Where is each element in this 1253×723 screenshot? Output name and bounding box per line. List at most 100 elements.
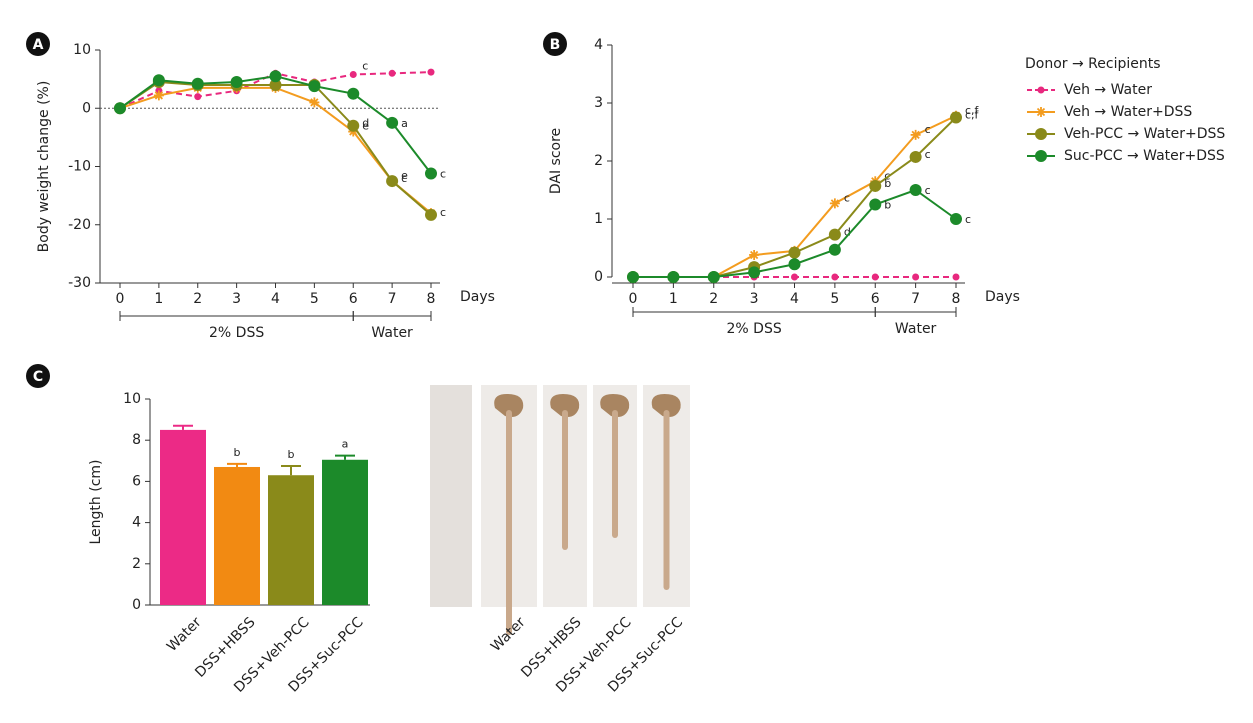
panel-label: C xyxy=(33,369,43,385)
sig-label: c xyxy=(844,191,850,204)
y-tick-label: 0 xyxy=(82,100,91,116)
marker xyxy=(627,271,639,283)
y-tick-label: 4 xyxy=(132,515,141,531)
panel-badge xyxy=(543,32,567,56)
bar xyxy=(214,466,260,605)
y-tick-label: 2 xyxy=(132,556,141,572)
sig-label: c xyxy=(925,123,931,136)
bar xyxy=(322,459,368,605)
marker xyxy=(194,93,202,101)
panel-label: A xyxy=(33,37,44,53)
sig-label: c,f xyxy=(965,104,980,117)
legend-marker xyxy=(1035,128,1047,140)
sig-label: a xyxy=(401,117,408,130)
y-axis-label: Body weight change (%) xyxy=(36,81,52,253)
marker xyxy=(829,198,840,209)
sig-label: c,f xyxy=(965,109,980,122)
marker xyxy=(871,273,879,281)
marker xyxy=(388,69,396,77)
bar xyxy=(268,475,314,605)
sig-label: c xyxy=(965,213,971,226)
sig-label: c xyxy=(440,206,446,219)
x-tick-label: 4 xyxy=(790,291,799,307)
y-tick-label: 1 xyxy=(594,211,603,227)
marker xyxy=(910,129,921,140)
sig-label: c xyxy=(401,172,407,185)
panel-badge xyxy=(26,364,50,388)
legend-label: Suc-PCC → Water+DSS xyxy=(1064,148,1225,164)
x-tick-label: 0 xyxy=(116,291,125,307)
sig-label: a xyxy=(342,438,349,451)
sig-label: b xyxy=(884,199,891,212)
x-tick-label: 2 xyxy=(193,291,202,307)
marker xyxy=(309,97,320,108)
sig-label: b xyxy=(234,446,241,459)
x-tick-label: Water xyxy=(164,614,205,655)
x-axis-label: Days xyxy=(985,289,1020,305)
marker xyxy=(952,273,960,281)
marker xyxy=(349,70,357,78)
x-tick-label: 0 xyxy=(629,291,638,307)
marker xyxy=(269,70,282,83)
series-line xyxy=(119,86,432,214)
x-tick-label: 2 xyxy=(709,291,718,307)
marker xyxy=(950,111,962,124)
colon-cecum xyxy=(600,394,630,417)
marker xyxy=(950,213,962,225)
y-tick-label: -10 xyxy=(68,159,91,175)
sig-label: d xyxy=(362,117,369,130)
marker xyxy=(788,258,801,271)
sig-label: c xyxy=(362,59,368,72)
colon-body xyxy=(562,410,568,550)
bar xyxy=(160,429,206,605)
sig-label: b xyxy=(288,448,295,461)
x-tick-label: 1 xyxy=(669,291,678,307)
legend-label: Veh-PCC → Water+DSS xyxy=(1064,126,1225,142)
marker xyxy=(386,116,399,129)
marker xyxy=(386,175,399,188)
x-tick-label: 5 xyxy=(310,291,319,307)
colon-body xyxy=(663,410,670,590)
legend-marker xyxy=(1037,86,1045,94)
marker xyxy=(869,179,882,192)
sig-label: c xyxy=(925,184,931,197)
sig-label: c xyxy=(440,167,446,180)
y-tick-label: 3 xyxy=(594,95,603,111)
colon-cecum xyxy=(550,394,580,417)
photo-strip xyxy=(430,385,472,607)
legend-marker xyxy=(1036,107,1046,117)
y-axis-label: DAI score xyxy=(548,128,564,194)
marker xyxy=(912,273,920,281)
marker xyxy=(427,68,435,76)
x-tick-label: 6 xyxy=(871,291,880,307)
marker xyxy=(831,273,839,281)
marker xyxy=(788,246,801,259)
x-tick-label: 5 xyxy=(830,291,839,307)
y-tick-label: 10 xyxy=(73,42,91,58)
y-tick-label: 4 xyxy=(594,37,603,53)
sig-label: c xyxy=(925,148,931,161)
x-tick-label: 3 xyxy=(750,291,759,307)
sig-label: e xyxy=(362,120,369,133)
colon-body xyxy=(506,410,512,635)
marker xyxy=(425,208,437,221)
marker xyxy=(347,119,360,132)
legend-marker xyxy=(1035,150,1047,162)
marker xyxy=(269,78,282,91)
marker xyxy=(347,87,360,100)
x-axis-label: Days xyxy=(460,289,495,305)
marker xyxy=(828,228,841,241)
marker xyxy=(308,80,321,93)
marker xyxy=(667,271,680,283)
x-tick-label: 7 xyxy=(388,291,397,307)
panel-label: B xyxy=(550,37,561,53)
phase-label: Water xyxy=(895,321,937,337)
marker xyxy=(152,74,165,87)
y-tick-label: -30 xyxy=(68,275,91,291)
panel-badge xyxy=(26,32,50,56)
y-tick-label: 0 xyxy=(132,597,141,613)
marker xyxy=(791,273,798,281)
legend-label: Veh → Water xyxy=(1064,82,1152,98)
y-tick-label: 6 xyxy=(132,473,141,489)
